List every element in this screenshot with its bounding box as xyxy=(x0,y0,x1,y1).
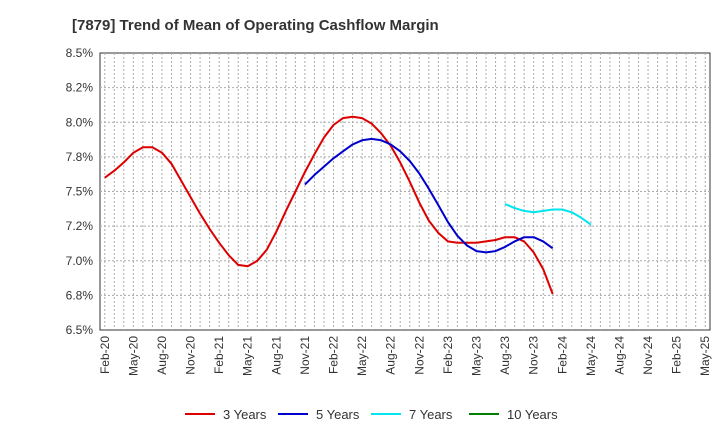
x-tick-label: May-25 xyxy=(698,336,712,376)
x-tick-label: Nov-20 xyxy=(184,336,198,375)
x-tick-label: Nov-24 xyxy=(641,336,655,375)
x-tick-label: Nov-22 xyxy=(412,336,426,375)
legend-label: 7 Years xyxy=(409,407,453,422)
legend-label: 5 Years xyxy=(316,407,360,422)
x-tick-label: Aug-20 xyxy=(155,336,169,375)
x-axis: Feb-20 May-20 Aug-20 Nov-20 Feb-21 May-21 Aug-… xyxy=(98,336,712,376)
x-tick-label: Nov-23 xyxy=(527,336,541,375)
x-tick-label: May-20 xyxy=(126,336,140,376)
x-tick-label: Feb-24 xyxy=(555,336,569,374)
y-axis: 6.5% 6.8% 7.0% 7.2% 7.5% 7.8% 8.0% 8.2% 8.5% xyxy=(66,46,94,337)
x-tick-label: Feb-20 xyxy=(98,336,112,374)
x-tick-label: Feb-22 xyxy=(327,336,341,374)
x-tick-label: Aug-21 xyxy=(269,336,283,375)
y-tick-label: 8.0% xyxy=(66,115,94,129)
x-tick-label: May-22 xyxy=(355,336,369,376)
y-tick-label: 6.5% xyxy=(66,323,94,337)
y-tick-label: 7.8% xyxy=(66,150,94,164)
x-tick-label: Feb-25 xyxy=(670,336,684,374)
x-tick-label: Aug-22 xyxy=(384,336,398,375)
series-group xyxy=(104,115,592,295)
x-tick-label: Aug-23 xyxy=(498,336,512,375)
legend-label: 3 Years xyxy=(223,407,267,422)
y-tick-label: 7.5% xyxy=(66,185,94,199)
y-tick-label: 7.0% xyxy=(66,254,94,268)
x-tick-label: Feb-23 xyxy=(441,336,455,374)
y-tick-label: 8.5% xyxy=(66,46,94,60)
chart-title: [7879] Trend of Mean of Operating Cashfl… xyxy=(72,17,439,34)
y-tick-label: 8.2% xyxy=(66,81,94,95)
x-tick-label: Nov-21 xyxy=(298,336,312,375)
x-tick-label: Feb-21 xyxy=(212,336,226,374)
y-tick-label: 6.8% xyxy=(66,288,94,302)
x-tick-label: May-24 xyxy=(584,336,598,376)
series-line-5-years xyxy=(304,137,554,254)
x-tick-label: Aug-24 xyxy=(612,336,626,375)
x-tick-label: May-21 xyxy=(241,336,255,376)
x-tick-label: May-23 xyxy=(469,336,483,376)
series-line-3-years xyxy=(104,115,554,295)
legend: 3 Years 5 Years 7 Years 10 Years xyxy=(185,407,558,422)
series-line-7-years xyxy=(504,203,592,226)
y-tick-label: 7.2% xyxy=(66,219,94,233)
legend-label: 10 Years xyxy=(507,407,558,422)
